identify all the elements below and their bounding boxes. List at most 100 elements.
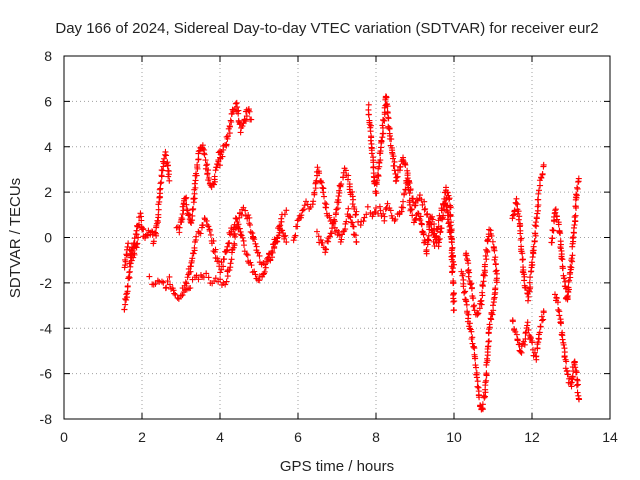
data-point	[301, 202, 308, 209]
data-point	[451, 298, 458, 305]
data-point	[465, 315, 472, 322]
data-point	[524, 319, 531, 326]
data-point	[479, 283, 486, 289]
data-point	[242, 207, 249, 214]
data-point	[223, 141, 230, 148]
data-point	[281, 211, 288, 218]
data-point	[572, 212, 579, 219]
data-point	[489, 238, 496, 245]
data-point	[466, 320, 473, 327]
data-point	[158, 173, 165, 180]
data-point	[538, 174, 545, 181]
data-point	[461, 289, 468, 296]
series-track-d	[173, 142, 224, 236]
data-point	[274, 234, 281, 241]
data-point	[254, 249, 261, 256]
data-point	[256, 277, 263, 284]
data-point	[180, 288, 187, 295]
data-point	[534, 345, 541, 352]
data-point	[193, 172, 200, 179]
data-point	[150, 238, 157, 245]
data-point	[574, 184, 581, 191]
data-point	[262, 264, 269, 271]
data-point	[121, 306, 128, 313]
data-point	[480, 392, 487, 399]
series-track-p	[509, 161, 547, 304]
data-point	[477, 298, 484, 305]
data-point	[191, 244, 198, 251]
data-point	[416, 192, 423, 199]
data-point	[277, 222, 284, 229]
x-axis-tick-labels: 0 2 4 6 8 10 12 14	[60, 429, 618, 445]
data-point	[234, 104, 241, 111]
y-axis-tick-labels: -8 -6 -4 -2 0 2 4 6 8	[40, 48, 53, 427]
data-point	[381, 213, 388, 220]
data-point	[550, 227, 557, 234]
data-point	[160, 279, 167, 286]
data-point	[393, 174, 400, 181]
data-point	[483, 377, 490, 384]
data-point	[450, 279, 457, 286]
data-point	[484, 248, 491, 255]
data-point	[529, 339, 536, 346]
data-point	[187, 284, 194, 291]
data-point	[374, 177, 381, 184]
data-point	[236, 214, 243, 221]
data-point	[189, 206, 196, 213]
data-point	[363, 211, 370, 218]
data-point	[484, 346, 491, 353]
data-point	[413, 196, 420, 203]
data-point	[365, 101, 372, 108]
data-point	[449, 268, 456, 275]
data-point	[216, 162, 223, 169]
data-point	[433, 232, 440, 239]
data-point	[253, 243, 260, 250]
data-point	[311, 189, 318, 196]
data-point	[479, 401, 486, 408]
data-point	[326, 233, 333, 240]
data-point	[572, 218, 579, 225]
data-point	[384, 200, 391, 207]
data-point	[211, 181, 218, 188]
data-point	[220, 263, 227, 270]
data-point	[232, 233, 239, 240]
series-track-i	[313, 205, 360, 256]
data-point	[183, 206, 190, 213]
series-track-b	[121, 234, 142, 271]
data-point	[325, 238, 332, 245]
data-point	[262, 261, 269, 268]
data-point	[573, 191, 580, 198]
data-point	[570, 229, 577, 236]
data-point	[164, 162, 171, 169]
data-point	[431, 243, 438, 249]
data-point	[166, 273, 173, 280]
data-point	[205, 274, 212, 281]
data-point	[376, 159, 383, 166]
data-point	[575, 395, 582, 402]
data-point	[435, 239, 442, 246]
data-point	[127, 251, 134, 258]
data-point	[451, 307, 457, 314]
data-point	[335, 193, 342, 200]
data-point	[370, 157, 377, 164]
data-point	[486, 338, 493, 345]
data-point	[123, 296, 130, 303]
data-point	[563, 358, 570, 365]
data-point	[126, 274, 133, 281]
data-point	[515, 208, 522, 215]
data-point	[157, 180, 164, 187]
data-point	[557, 320, 564, 327]
data-point	[524, 297, 531, 304]
data-point	[174, 294, 181, 301]
data-point	[370, 164, 377, 171]
data-point	[282, 232, 289, 239]
data-point	[514, 336, 521, 343]
y-tick-label: -2	[40, 275, 53, 291]
data-series	[121, 93, 583, 413]
data-point	[300, 206, 307, 213]
data-point	[417, 213, 424, 220]
data-point	[560, 341, 567, 348]
data-point	[490, 307, 497, 314]
data-point	[299, 207, 306, 214]
data-point	[400, 198, 407, 205]
